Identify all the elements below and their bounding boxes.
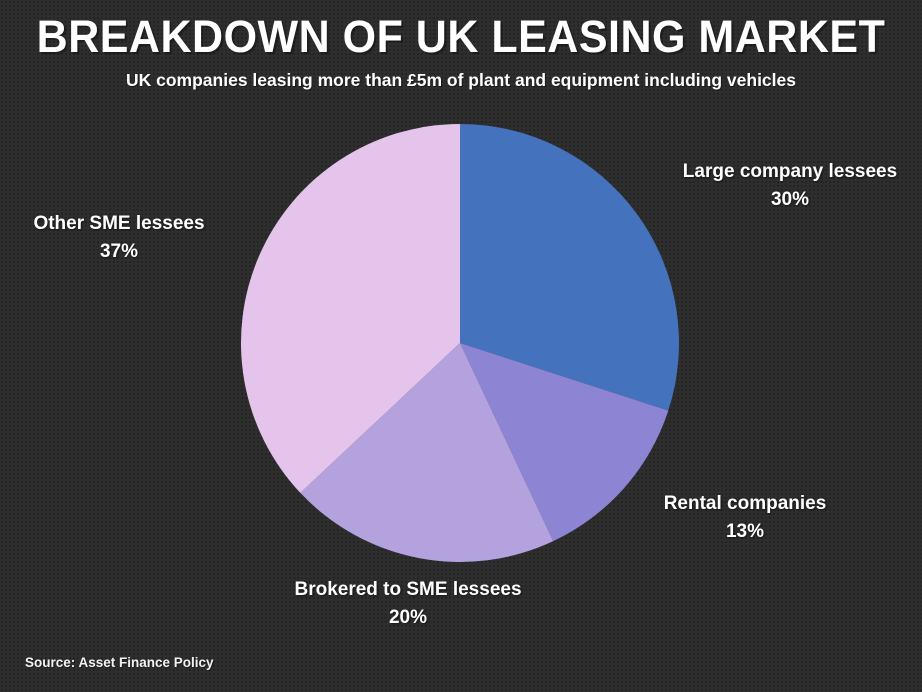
pie-slice-rental-companies [460, 343, 669, 542]
pie-chart [241, 124, 679, 563]
slice-label-pct: 20% [388, 607, 428, 628]
slice-label-name: Large company lessees [682, 161, 898, 182]
slice-label-pct: 13% [725, 521, 765, 542]
source-note: Source: Asset Finance Policy [25, 655, 214, 670]
slice-label-pct: 37% [99, 241, 139, 262]
slice-label-pct: 30% [770, 189, 810, 210]
page-subtitle: UK companies leasing more than £5m of pl… [126, 70, 796, 90]
slice-label-rental-companies: Rental companies 13% [664, 490, 827, 546]
slice-label-other-sme-lessees: Other SME lessees 37% [33, 210, 204, 266]
pie-slice-brokered-to-sme-lessees [300, 343, 554, 563]
slice-label-name: Rental companies [663, 493, 827, 514]
slice-label-large-company-lessees: Large company lessees 30% [683, 158, 897, 214]
slice-label-name: Other SME lessees [33, 213, 205, 234]
slice-label-brokered-to-sme-lessees: Brokered to SME lessees 20% [294, 576, 521, 632]
pie-slice-other-sme-lessees [241, 124, 460, 493]
pie-slice-large-company-lessees [460, 124, 679, 411]
page-title: BREAKDOWN OF UK LEASING MARKET [36, 12, 886, 63]
slice-label-name: Brokered to SME lessees [294, 579, 522, 600]
